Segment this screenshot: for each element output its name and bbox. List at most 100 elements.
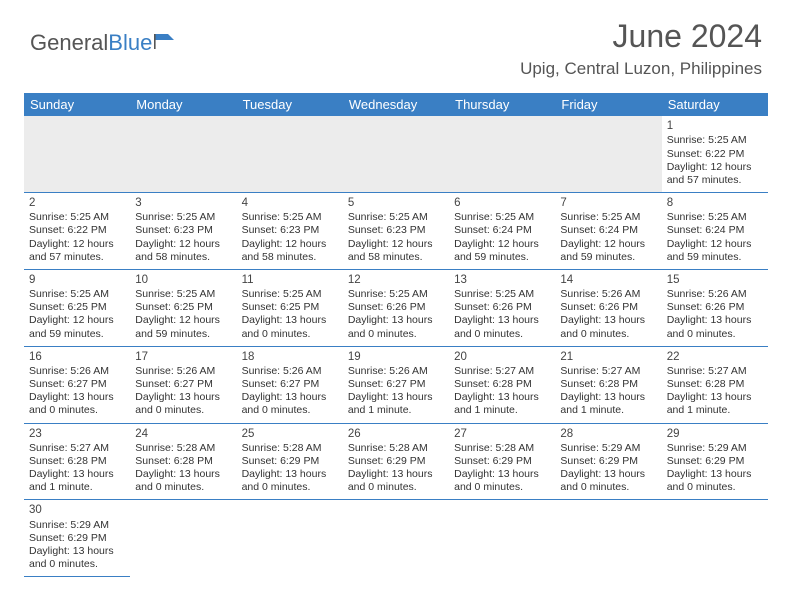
day-number: 26 [348, 427, 444, 441]
daylight-text: Daylight: 13 hours and 0 minutes. [242, 391, 338, 417]
sunrise-text: Sunrise: 5:28 AM [348, 442, 444, 455]
sunrise-text: Sunrise: 5:26 AM [560, 288, 656, 301]
calendar-cell [343, 116, 449, 192]
day-number: 18 [242, 350, 338, 364]
daylight-text: Daylight: 13 hours and 0 minutes. [29, 545, 125, 571]
calendar-cell: 26Sunrise: 5:28 AMSunset: 6:29 PMDayligh… [343, 423, 449, 500]
day-number: 12 [348, 273, 444, 287]
sunset-text: Sunset: 6:27 PM [29, 378, 125, 391]
daylight-text: Daylight: 12 hours and 58 minutes. [135, 238, 231, 264]
day-number: 8 [667, 196, 763, 210]
daylight-text: Daylight: 13 hours and 0 minutes. [135, 468, 231, 494]
day-header: Saturday [662, 93, 768, 116]
sunset-text: Sunset: 6:27 PM [242, 378, 338, 391]
logo-text-1: General [30, 30, 108, 56]
logo: GeneralBlue [30, 30, 176, 56]
sunset-text: Sunset: 6:23 PM [135, 224, 231, 237]
sunset-text: Sunset: 6:26 PM [348, 301, 444, 314]
sunset-text: Sunset: 6:24 PM [667, 224, 763, 237]
calendar-cell [662, 500, 768, 577]
calendar-cell: 15Sunrise: 5:26 AMSunset: 6:26 PMDayligh… [662, 269, 768, 346]
sunrise-text: Sunrise: 5:25 AM [135, 211, 231, 224]
day-number: 5 [348, 196, 444, 210]
day-number: 13 [454, 273, 550, 287]
sunset-text: Sunset: 6:28 PM [135, 455, 231, 468]
calendar-cell: 30Sunrise: 5:29 AMSunset: 6:29 PMDayligh… [24, 500, 130, 577]
sunrise-text: Sunrise: 5:26 AM [135, 365, 231, 378]
calendar-week-row: 30Sunrise: 5:29 AMSunset: 6:29 PMDayligh… [24, 500, 768, 577]
calendar-cell: 10Sunrise: 5:25 AMSunset: 6:25 PMDayligh… [130, 269, 236, 346]
calendar-week-row: 2Sunrise: 5:25 AMSunset: 6:22 PMDaylight… [24, 192, 768, 269]
sunset-text: Sunset: 6:28 PM [667, 378, 763, 391]
day-number: 11 [242, 273, 338, 287]
calendar-week-row: 23Sunrise: 5:27 AMSunset: 6:28 PMDayligh… [24, 423, 768, 500]
day-header: Thursday [449, 93, 555, 116]
calendar-cell: 8Sunrise: 5:25 AMSunset: 6:24 PMDaylight… [662, 192, 768, 269]
sunset-text: Sunset: 6:24 PM [560, 224, 656, 237]
daylight-text: Daylight: 13 hours and 0 minutes. [135, 391, 231, 417]
calendar-cell: 24Sunrise: 5:28 AMSunset: 6:28 PMDayligh… [130, 423, 236, 500]
daylight-text: Daylight: 12 hours and 59 minutes. [135, 314, 231, 340]
calendar-cell: 28Sunrise: 5:29 AMSunset: 6:29 PMDayligh… [555, 423, 661, 500]
calendar-cell: 9Sunrise: 5:25 AMSunset: 6:25 PMDaylight… [24, 269, 130, 346]
calendar-cell: 21Sunrise: 5:27 AMSunset: 6:28 PMDayligh… [555, 346, 661, 423]
daylight-text: Daylight: 12 hours and 59 minutes. [29, 314, 125, 340]
calendar-cell: 3Sunrise: 5:25 AMSunset: 6:23 PMDaylight… [130, 192, 236, 269]
header: GeneralBlue June 2024 Upig, Central Luzo… [0, 0, 792, 87]
day-number: 22 [667, 350, 763, 364]
sunset-text: Sunset: 6:27 PM [348, 378, 444, 391]
calendar-cell: 7Sunrise: 5:25 AMSunset: 6:24 PMDaylight… [555, 192, 661, 269]
sunrise-text: Sunrise: 5:29 AM [29, 519, 125, 532]
sunset-text: Sunset: 6:23 PM [242, 224, 338, 237]
sunrise-text: Sunrise: 5:28 AM [135, 442, 231, 455]
day-number: 14 [560, 273, 656, 287]
day-header-row: Sunday Monday Tuesday Wednesday Thursday… [24, 93, 768, 116]
sunrise-text: Sunrise: 5:25 AM [135, 288, 231, 301]
sunrise-text: Sunrise: 5:25 AM [667, 211, 763, 224]
day-number: 2 [29, 196, 125, 210]
daylight-text: Daylight: 13 hours and 1 minute. [560, 391, 656, 417]
day-number: 30 [29, 503, 125, 517]
logo-text-2: Blue [108, 30, 152, 56]
sunset-text: Sunset: 6:28 PM [560, 378, 656, 391]
daylight-text: Daylight: 13 hours and 0 minutes. [454, 314, 550, 340]
calendar-cell: 20Sunrise: 5:27 AMSunset: 6:28 PMDayligh… [449, 346, 555, 423]
sunset-text: Sunset: 6:26 PM [667, 301, 763, 314]
sunset-text: Sunset: 6:24 PM [454, 224, 550, 237]
daylight-text: Daylight: 13 hours and 0 minutes. [29, 391, 125, 417]
sunrise-text: Sunrise: 5:29 AM [560, 442, 656, 455]
sunrise-text: Sunrise: 5:25 AM [454, 211, 550, 224]
daylight-text: Daylight: 12 hours and 59 minutes. [667, 238, 763, 264]
sunrise-text: Sunrise: 5:25 AM [667, 134, 763, 147]
calendar-week-row: 16Sunrise: 5:26 AMSunset: 6:27 PMDayligh… [24, 346, 768, 423]
daylight-text: Daylight: 13 hours and 0 minutes. [667, 314, 763, 340]
day-number: 27 [454, 427, 550, 441]
sunset-text: Sunset: 6:29 PM [560, 455, 656, 468]
daylight-text: Daylight: 13 hours and 1 minute. [454, 391, 550, 417]
month-title: June 2024 [520, 18, 762, 55]
sunrise-text: Sunrise: 5:28 AM [454, 442, 550, 455]
sunrise-text: Sunrise: 5:27 AM [454, 365, 550, 378]
sunrise-text: Sunrise: 5:25 AM [454, 288, 550, 301]
calendar-cell: 22Sunrise: 5:27 AMSunset: 6:28 PMDayligh… [662, 346, 768, 423]
day-number: 15 [667, 273, 763, 287]
sunrise-text: Sunrise: 5:29 AM [667, 442, 763, 455]
sunrise-text: Sunrise: 5:25 AM [29, 288, 125, 301]
sunset-text: Sunset: 6:25 PM [135, 301, 231, 314]
day-number: 20 [454, 350, 550, 364]
daylight-text: Daylight: 12 hours and 59 minutes. [454, 238, 550, 264]
day-number: 10 [135, 273, 231, 287]
daylight-text: Daylight: 13 hours and 0 minutes. [454, 468, 550, 494]
calendar-cell [24, 116, 130, 192]
sunset-text: Sunset: 6:29 PM [454, 455, 550, 468]
daylight-text: Daylight: 13 hours and 0 minutes. [242, 468, 338, 494]
day-number: 24 [135, 427, 231, 441]
location-text: Upig, Central Luzon, Philippines [520, 59, 762, 79]
daylight-text: Daylight: 13 hours and 1 minute. [348, 391, 444, 417]
calendar-cell: 6Sunrise: 5:25 AMSunset: 6:24 PMDaylight… [449, 192, 555, 269]
calendar-cell: 16Sunrise: 5:26 AMSunset: 6:27 PMDayligh… [24, 346, 130, 423]
day-header: Monday [130, 93, 236, 116]
day-number: 19 [348, 350, 444, 364]
sunset-text: Sunset: 6:28 PM [454, 378, 550, 391]
day-header: Sunday [24, 93, 130, 116]
